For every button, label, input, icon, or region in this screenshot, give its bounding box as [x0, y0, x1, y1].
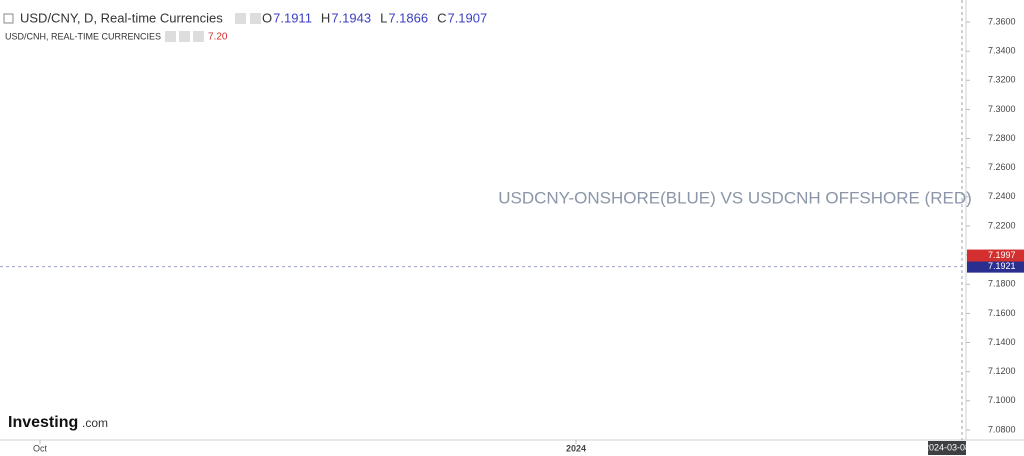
ohlc-label: C — [437, 10, 446, 25]
crosshair-date-label: 2024-03-08 — [924, 442, 970, 452]
ohlc-value: 7.1907 — [447, 10, 487, 25]
x-tick-label: 2024 — [566, 443, 586, 453]
subtitle: USD/CNH, REAL-TIME CURRENCIES — [5, 31, 161, 41]
close-icon[interactable] — [193, 31, 204, 42]
settings-icon[interactable] — [179, 31, 190, 42]
last-price-label: 7.1997 — [988, 250, 1016, 260]
y-tick-label: 7.1000 — [988, 395, 1016, 405]
y-tick-label: 7.1600 — [988, 308, 1016, 318]
crosshair-date-box — [928, 441, 966, 455]
y-tick-label: 7.1200 — [988, 366, 1016, 376]
y-tick-label: 7.0800 — [988, 424, 1016, 434]
logo-suffix: .com — [82, 416, 108, 430]
ohlc-label: L — [380, 10, 387, 25]
ohlc-value: 7.1911 — [273, 10, 312, 25]
header: USD/CNY, D, Real-time Currencies USD/CNH… — [3, 10, 261, 43]
ohlc-label: H — [321, 10, 330, 25]
y-tick-label: 7.2400 — [988, 191, 1016, 201]
subtitle-quote: 7.20 — [208, 32, 228, 43]
y-tick-label: 7.2600 — [988, 162, 1016, 172]
y-tick-label: 7.3400 — [988, 46, 1016, 56]
y-tick-label: 7.2800 — [988, 133, 1016, 143]
ohlc-label: O — [262, 10, 272, 25]
eye-icon[interactable] — [165, 31, 176, 42]
y-tick-label: 7.1400 — [988, 337, 1016, 347]
close-icon[interactable] — [250, 13, 261, 24]
last-price-label: 7.1921 — [988, 261, 1016, 271]
y-tick-label: 7.3000 — [988, 104, 1016, 114]
y-tick-label: 7.1800 — [988, 279, 1016, 289]
y-tick-label: 7.2200 — [988, 220, 1016, 230]
y-tick-label: 7.3200 — [988, 75, 1016, 85]
annotation: USDCNY-ONSHORE(BLUE) VS USDCNH OFFSHORE … — [498, 188, 972, 207]
settings-icon[interactable] — [235, 13, 246, 24]
last-price-box — [967, 249, 1024, 262]
ohlc-value: 7.1866 — [388, 10, 428, 25]
logo: Investing — [8, 414, 78, 431]
ohlc-value: 7.1943 — [331, 10, 371, 25]
chart-title: USD/CNY, D, Real-time Currencies — [20, 10, 223, 25]
collapse-icon[interactable] — [3, 13, 14, 24]
y-tick-label: 7.3600 — [988, 16, 1016, 26]
x-tick-label: Oct — [33, 443, 48, 453]
last-price-box — [967, 260, 1024, 273]
